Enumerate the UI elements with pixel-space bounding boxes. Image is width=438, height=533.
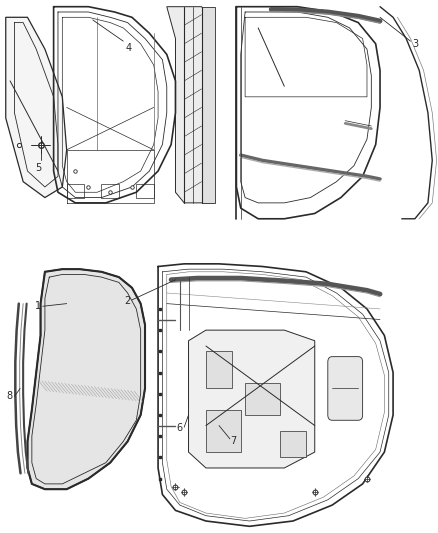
Polygon shape: [6, 17, 67, 198]
Polygon shape: [188, 330, 315, 468]
Text: 4: 4: [125, 43, 131, 53]
Text: 7: 7: [230, 437, 236, 447]
Polygon shape: [167, 7, 210, 203]
Polygon shape: [201, 7, 215, 203]
Bar: [245, 383, 280, 415]
Bar: [206, 410, 241, 452]
Bar: [280, 431, 306, 457]
FancyBboxPatch shape: [328, 357, 363, 420]
Text: 2: 2: [124, 296, 130, 306]
Text: 8: 8: [6, 391, 12, 401]
Text: 5: 5: [35, 163, 42, 173]
Text: 3: 3: [413, 39, 419, 49]
Text: 1: 1: [35, 301, 42, 311]
Bar: [206, 351, 232, 389]
Text: 6: 6: [176, 423, 182, 433]
Polygon shape: [28, 269, 145, 489]
